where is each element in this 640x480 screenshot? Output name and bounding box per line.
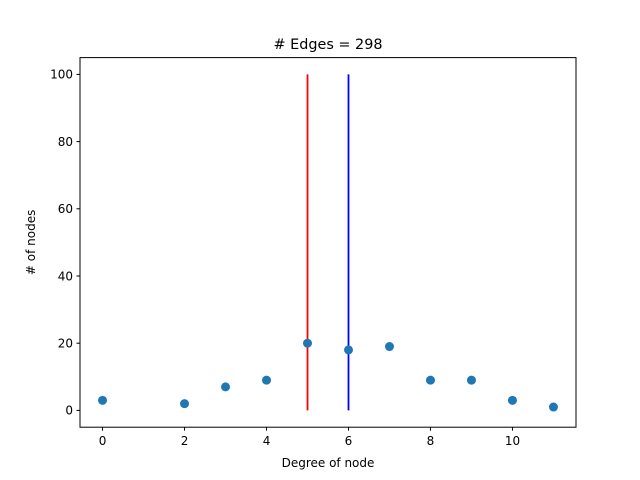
data-point-11: [548, 402, 558, 412]
data-point-7: [384, 342, 394, 352]
data-point-8: [425, 375, 435, 385]
y-axis-ticks: 0 20 40 60 80 100: [50, 68, 80, 418]
chart-title: # Edges = 298: [273, 37, 382, 53]
data-point-6: [343, 345, 353, 355]
y-tick-label: 0: [65, 404, 73, 418]
x-axis-ticks: 0 2 4 6 8 10: [99, 427, 520, 448]
x-tick-label: 0: [99, 434, 107, 448]
data-point-2: [180, 399, 190, 409]
data-point-10: [507, 395, 517, 405]
y-tick-label: 80: [58, 135, 73, 149]
y-tick-label: 20: [58, 337, 73, 351]
x-axis-label: Degree of node: [282, 456, 375, 470]
y-tick-label: 40: [58, 269, 73, 283]
x-tick-label: 2: [181, 434, 189, 448]
x-tick-label: 6: [345, 434, 353, 448]
x-tick-label: 4: [263, 434, 271, 448]
chart-marks: [98, 74, 558, 412]
data-point-1: [98, 395, 108, 405]
data-point-9: [466, 375, 476, 385]
data-point-3: [221, 382, 231, 392]
y-axis-label: # of nodes: [24, 210, 38, 275]
axes-frame: [79, 57, 577, 428]
x-tick-label: 10: [505, 434, 520, 448]
data-point-5: [303, 338, 313, 348]
x-tick-label: 8: [427, 434, 435, 448]
y-tick-label: 60: [58, 202, 73, 216]
data-point-4: [262, 375, 272, 385]
y-tick-label: 100: [50, 68, 73, 82]
